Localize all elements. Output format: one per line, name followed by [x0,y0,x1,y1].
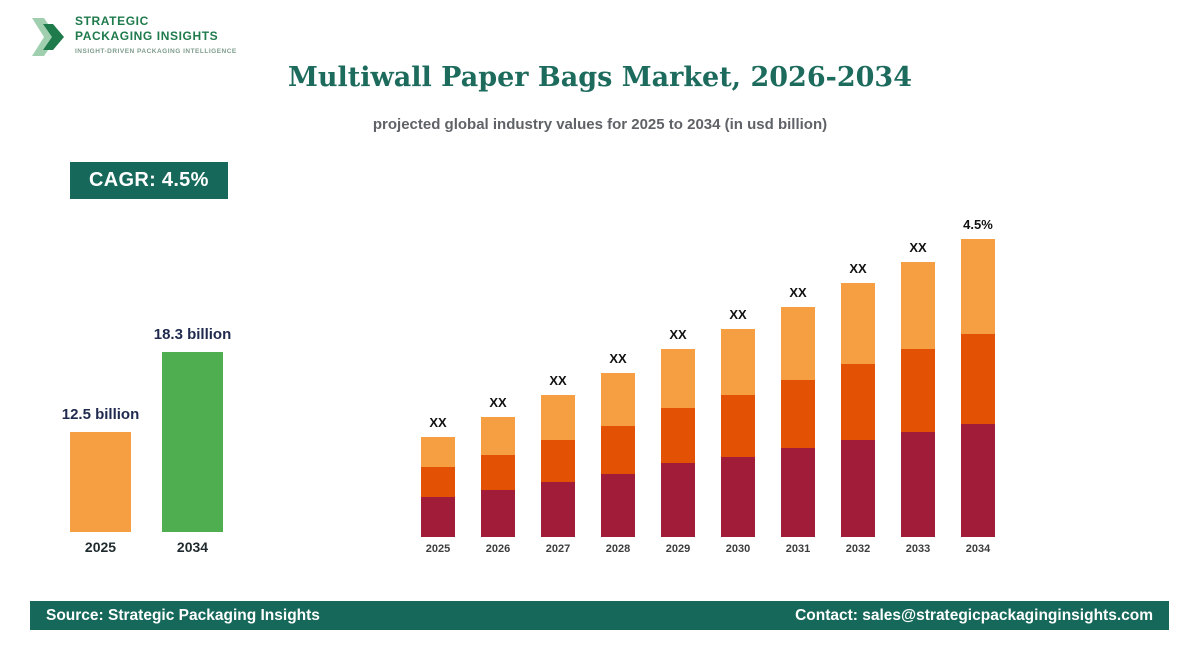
bar-segment-segment-middle [841,364,875,440]
bar-segment-segment-top [721,329,755,395]
bar-segment-segment-middle [541,440,575,482]
summary-bar-group: 18.3 billion 2034 [154,326,232,555]
stacked-bar-group: XX 2031 [781,285,815,555]
stacked-bar [841,283,875,537]
page-title: Multiwall Paper Bags Market, 2026-2034 [288,62,912,94]
bar-year-label: 2032 [845,543,871,555]
bar-segment-segment-bottom [481,490,515,537]
bar-top-label: XX [849,261,867,276]
logo-text: STRATEGIC PACKAGING INSIGHTS INSIGHT-DRI… [75,14,237,55]
bar-year-label: 2025 [425,543,451,555]
bar-year-label: 2026 [485,543,511,555]
page-subtitle: projected global industry values for 202… [372,116,828,133]
bar-top-label: 4.5% [963,217,993,232]
stacked-bar-group: XX 2032 [841,261,875,555]
logo-chevron-icon [32,18,64,56]
bar [162,352,223,532]
stacked-bar-group: XX 2027 [541,373,575,555]
bar-year-label: 2030 [725,543,751,555]
bar-top-label: XX [729,307,747,322]
bar-segment-segment-top [841,283,875,364]
footer-bar: Source: Strategic Packaging Insights Con… [30,601,1169,630]
stacked-bar [901,262,935,537]
bar-segment-segment-middle [421,467,455,497]
stacked-bar-group: XX 2033 [901,240,935,555]
bar-segment-segment-top [661,349,695,408]
cagr-badge: CAGR: 4.5% [70,162,228,199]
stacked-bar [721,329,755,537]
bar-segment-segment-middle [721,395,755,457]
logo-tagline: INSIGHT-DRIVEN PACKAGING INTELLIGENCE [75,48,237,55]
bar-segment-segment-top [961,239,995,334]
stacked-chart: XX 2025 XX 2026 XX 2027 XX 2028 XX 2029 XX 2030 XX 20… [421,217,995,555]
bar-segment-segment-middle [481,455,515,490]
stacked-bar [541,395,575,537]
stacked-bar [601,373,635,537]
stacked-bar [421,437,455,537]
logo: STRATEGIC PACKAGING INSIGHTS INSIGHT-DRI… [30,14,237,60]
bar-value-label: 12.5 billion [61,406,140,423]
bar-segment-segment-middle [781,380,815,448]
stacked-bar-group: XX 2026 [481,395,515,555]
bar-segment-segment-top [481,417,515,455]
bar-top-label: XX [549,373,567,388]
summary-chart: 12.5 billion 2025 18.3 billion 2034 [62,326,232,555]
bar-segment-segment-top [421,437,455,467]
bar-top-label: XX [489,395,507,410]
stacked-bar-group: XX 2025 [421,415,455,555]
summary-bar-group: 12.5 billion 2025 [62,406,140,555]
bar-segment-segment-top [781,307,815,380]
bar-year-label: 2025 [84,539,117,555]
stacked-bar [781,307,815,537]
bar-top-label: XX [909,240,927,255]
footer-contact: Contact: sales@strategicpackaginginsight… [795,606,1153,624]
stacked-bar-group: 4.5% 2034 [961,217,995,555]
stacked-bar-group: XX 2029 [661,327,695,555]
logo-line2: PACKAGING INSIGHTS [75,29,219,43]
bar-segment-segment-middle [901,349,935,432]
bar-segment-segment-bottom [721,457,755,537]
bar-year-label: 2029 [665,543,691,555]
bar-value-label: 18.3 billion [153,326,232,343]
logo-line1: STRATEGIC [75,14,149,28]
bar-segment-segment-middle [661,408,695,463]
bar-segment-segment-top [541,395,575,440]
bar-segment-segment-bottom [421,497,455,537]
stacked-bar [481,417,515,537]
bar-segment-segment-middle [961,334,995,424]
footer-source: Source: Strategic Packaging Insights [46,606,320,624]
bar-year-label: 2031 [785,543,811,555]
bar-year-label: 2034 [965,543,991,555]
bar-top-label: XX [609,351,627,366]
bar-year-label: 2033 [905,543,931,555]
bar-year-label: 2028 [605,543,631,555]
stacked-bar [961,239,995,537]
bar-segment-segment-bottom [541,482,575,537]
bar-segment-segment-bottom [961,424,995,537]
bar [70,432,131,532]
bar-year-label: 2034 [176,539,209,555]
bar-top-label: XX [669,327,687,342]
stacked-bar-group: XX 2030 [721,307,755,555]
stacked-bar [661,349,695,537]
bar-top-label: XX [429,415,447,430]
bar-year-label: 2027 [545,543,571,555]
bar-segment-segment-bottom [901,432,935,537]
bar-top-label: XX [789,285,807,300]
bar-segment-segment-bottom [661,463,695,537]
bar-segment-segment-middle [601,426,635,474]
bar-segment-segment-top [901,262,935,349]
bar-segment-segment-bottom [781,448,815,537]
bar-segment-segment-top [601,373,635,426]
bar-segment-segment-bottom [841,440,875,537]
bar-segment-segment-bottom [601,474,635,537]
stacked-bar-group: XX 2028 [601,351,635,555]
